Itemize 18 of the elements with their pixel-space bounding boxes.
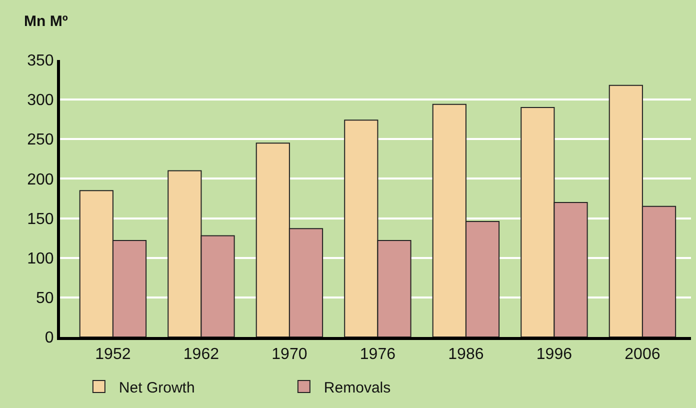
y-tick-label: 0: [44, 330, 54, 347]
x-tick-label: 1970: [272, 346, 308, 364]
x-tick-label: 1952: [95, 346, 131, 364]
y-tick-label: 300: [27, 92, 54, 110]
y-tick-label: 250: [27, 132, 54, 149]
y-axis-title: Mn Mº: [24, 13, 68, 30]
x-tick-label: 1986: [448, 346, 484, 364]
y-tick-label: 100: [27, 250, 54, 268]
y-tick-label: 200: [27, 171, 54, 188]
y-tick-label: 350: [27, 52, 54, 70]
x-tick-label: 1996: [536, 346, 572, 364]
x-tick-label: 2006: [624, 346, 660, 364]
x-tick-label: 1976: [360, 346, 396, 364]
x-tick-label: 1962: [183, 346, 220, 364]
legend-label: Net Growth: [118, 379, 195, 396]
y-tick-label: 150: [27, 210, 54, 228]
y-tick-label: 50: [36, 290, 54, 308]
legend-label: Removals: [324, 379, 391, 396]
